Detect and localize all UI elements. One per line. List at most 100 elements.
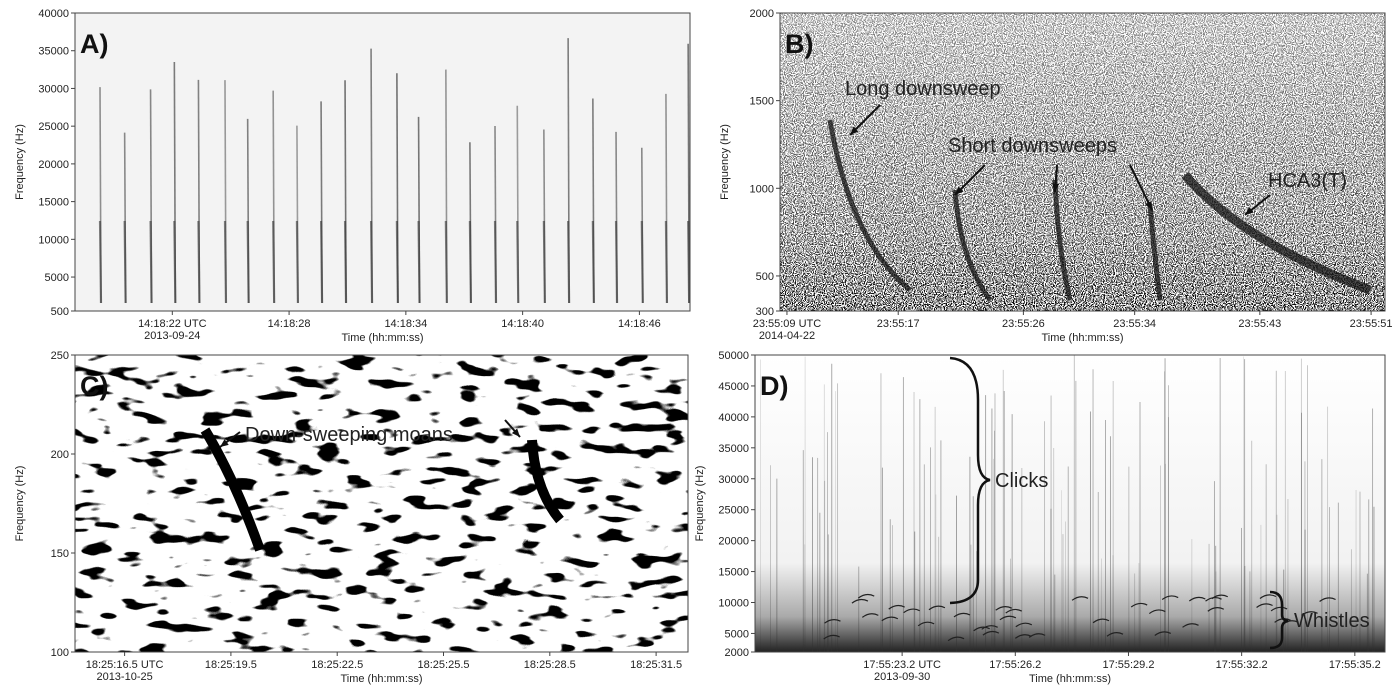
x-tick-label: 18:25:22.5 (311, 659, 363, 671)
panel-label: A) (80, 29, 109, 59)
click-streak-base (98, 220, 103, 304)
click-streak-base (493, 220, 498, 304)
y-tick-label: 25000 (718, 505, 749, 517)
x-tick-label: 14:18:40 (501, 318, 544, 330)
whistle-trace (861, 613, 879, 618)
x-axis-title: Time (hh:mm:ss) (340, 673, 422, 685)
y-tick-label: 35000 (38, 46, 69, 58)
spectrogram-background (755, 355, 1385, 652)
click-streak-base (444, 220, 448, 304)
date-label: 2014-04-22 (759, 330, 815, 342)
arrow-head (1145, 201, 1152, 210)
y-tick-label: 100 (51, 647, 69, 659)
click-streak-base (246, 220, 250, 304)
x-tick-label: 18:25:28.5 (524, 659, 576, 671)
y-tick-label: 1000 (750, 183, 774, 195)
x-tick-label: 23:55:34 (1113, 318, 1156, 330)
whistle-trace (1015, 622, 1033, 628)
whistle-trace (1182, 623, 1199, 628)
whistle-trace (881, 616, 899, 622)
x-tick-label: 17:55:29.2 (1102, 659, 1154, 671)
whistle-trace (973, 626, 990, 632)
annotation: Down-sweeping moans (245, 424, 453, 446)
arrow-head (511, 428, 520, 437)
click-streak-base (614, 220, 619, 304)
y-tick-label: 10000 (38, 234, 69, 246)
clicks-brace (949, 356, 991, 605)
whistles-brace (1269, 590, 1289, 650)
whistle-trace (1207, 607, 1225, 612)
whistle-trace (1319, 597, 1336, 602)
click-streak-base (149, 220, 153, 304)
y-axis-title: Frequency (Hz) (14, 124, 26, 200)
plot-frame (754, 354, 1386, 653)
moan-contour (527, 439, 564, 524)
y-tick-label: 300 (756, 306, 774, 318)
panel: 500 5000 10000 15000 20000 25000 30000 35000 400… (14, 8, 691, 344)
whistle-trace (1148, 609, 1166, 615)
whistle-trace (1092, 618, 1110, 624)
x-tick-label: 18:25:19.5 (205, 659, 257, 671)
y-tick-label: 20000 (718, 536, 749, 548)
x-tick-label: 23:55:43 (1238, 318, 1281, 330)
y-tick-label: 1500 (750, 96, 774, 108)
click-streak-base (173, 220, 177, 304)
whistle-trace (824, 618, 841, 624)
whistle-trace (1270, 606, 1288, 612)
y-tick-label: 150 (51, 548, 69, 560)
date-label: 2013-10-25 (96, 671, 152, 683)
x-tick-label: 17:55:35.2 (1329, 659, 1381, 671)
annotation: Whistles (1294, 610, 1370, 632)
x-tick-label: 17:55:23.2 UTC (863, 659, 941, 671)
x-tick-label: 14:18:46 (618, 318, 661, 330)
click-streak-base (591, 220, 595, 304)
click-streak-base (272, 220, 276, 304)
x-tick-label: 18:25:16.5 UTC (86, 659, 164, 671)
spectrogram-blobs (75, 355, 688, 652)
whistle-trace (1154, 631, 1172, 636)
x-axis-title: Time (hh:mm:ss) (1041, 332, 1123, 344)
annotation-arrow (1129, 164, 1153, 211)
whistle-trace (995, 605, 1013, 611)
y-tick-label: 5000 (45, 272, 69, 284)
whistle-trace (1014, 634, 1032, 639)
call-contour (1052, 179, 1073, 301)
click-streak-base (516, 220, 520, 304)
whistle-trace (1259, 594, 1277, 600)
y-tick-label: 15000 (718, 567, 749, 579)
call-contour (1181, 172, 1372, 295)
x-tick-label: 14:18:34 (384, 318, 427, 330)
panel-label: B) (785, 29, 814, 59)
whistle-trace (947, 636, 965, 642)
y-tick-label: 30000 (718, 474, 749, 486)
whistle-trace (999, 615, 1017, 621)
whistle-trace (1256, 603, 1273, 608)
x-tick-label: 23:55:17 (877, 318, 920, 330)
y-tick-label: 200 (51, 449, 69, 461)
annotation: HCA3(T) (1268, 170, 1347, 192)
date-label: 2013-09-30 (874, 671, 930, 683)
y-tick-label: 2000 (750, 8, 774, 20)
y-tick-label: 500 (51, 306, 69, 318)
y-tick-label: 500 (756, 271, 774, 283)
panel: 300 500 1000 1500 2000 23:55:09 UTC 23:55:17 23… (719, 8, 1393, 344)
y-tick-label: 5000 (725, 628, 749, 640)
panel: 2000 5000 10000 15000 20000 25000 30000 35000 40… (694, 350, 1386, 685)
y-axis-title: Frequency (Hz) (694, 466, 706, 542)
click-streak-base (417, 220, 421, 304)
y-tick-label: 250 (51, 350, 69, 362)
y-tick-label: 45000 (718, 381, 749, 393)
whistle-trace (1130, 602, 1148, 608)
whistle-trace (928, 605, 946, 611)
y-tick-label: 25000 (38, 121, 69, 133)
x-axis-title: Time (hh:mm:ss) (341, 332, 423, 344)
y-tick-label: 35000 (718, 443, 749, 455)
click-streak-base (542, 220, 546, 304)
y-axis-title: Frequency (Hz) (719, 124, 731, 200)
whistle-trace (888, 604, 905, 610)
whistle-trace (953, 612, 971, 618)
call-contour (827, 119, 912, 292)
x-tick-label: 14:18:22 UTC (138, 318, 207, 330)
click-streak-base (687, 220, 691, 304)
